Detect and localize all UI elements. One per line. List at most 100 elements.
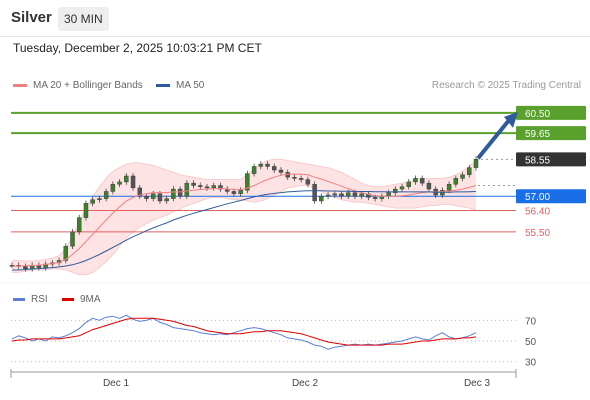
candle-body: [325, 194, 331, 197]
rsi-tick-30: 30: [525, 358, 537, 369]
instrument-title: Silver: [11, 9, 52, 26]
legend-label: RSI: [31, 294, 48, 305]
candle-body: [386, 192, 391, 197]
rsi-ma9-line: [11, 317, 477, 346]
legend-item-9ma: 9MA: [62, 294, 101, 305]
level-label-59.65: 59.65: [525, 129, 550, 140]
candle-body: [117, 181, 122, 185]
candle-body: [251, 166, 257, 174]
candle-body: [258, 163, 264, 167]
legend-swatch: [13, 297, 25, 301]
candle-body: [130, 175, 136, 189]
candle-body: [150, 193, 156, 199]
candle-body: [393, 188, 398, 193]
candle-body: [359, 193, 364, 197]
candle-body: [312, 184, 317, 202]
candle-body: [171, 188, 176, 199]
candle-body: [204, 186, 210, 189]
candle-body: [218, 185, 223, 190]
level-label-56.40: 56.40: [525, 206, 550, 217]
candle-body: [231, 191, 237, 195]
candle-body: [426, 182, 432, 190]
legend-label: MA 20 + Bollinger Bands: [33, 80, 143, 91]
level-label-55.50: 55.50: [525, 228, 550, 239]
candle-body: [460, 174, 465, 179]
candle-body: [346, 192, 351, 197]
candle-body: [399, 186, 405, 190]
candle-body: [419, 178, 425, 184]
candle-body: [23, 266, 28, 270]
candle-body: [372, 197, 378, 199]
candle-body: [103, 191, 109, 199]
candle-body: [272, 166, 277, 171]
legend-label: MA 50: [176, 80, 205, 91]
candle-body: [157, 193, 163, 202]
candle-body: [292, 176, 297, 179]
candle-body: [63, 245, 69, 261]
candle-body: [305, 179, 311, 185]
candle-body: [446, 184, 452, 191]
rsi-tick-50: 50: [525, 337, 537, 348]
level-label-58.55: 58.55: [525, 155, 550, 166]
candle-body: [83, 203, 89, 218]
candle-body: [198, 185, 203, 187]
rsi-tick-70: 70: [525, 316, 537, 327]
candle-body: [265, 163, 270, 167]
candle-body: [124, 175, 129, 183]
candle-body: [467, 167, 472, 175]
legend-label: 9MA: [80, 294, 101, 305]
level-label-60.50: 60.50: [525, 109, 550, 120]
candle-body: [473, 159, 479, 168]
forecast-arrow: [476, 117, 512, 160]
x-tick-label: Dec 2: [292, 378, 319, 389]
candle-body: [90, 199, 95, 204]
candle-body: [184, 182, 190, 197]
header: Silver 30 MIN: [0, 0, 590, 37]
candle-body: [177, 188, 183, 197]
legend-swatch: [156, 83, 170, 87]
ma50-line: [12, 190, 477, 271]
bollinger-band-area: [12, 159, 476, 275]
timeframe-button[interactable]: 30 MIN: [58, 7, 109, 31]
candle-body: [164, 198, 169, 202]
candle-body: [137, 187, 142, 197]
candle-body: [211, 185, 216, 189]
legend-swatch: [13, 83, 27, 87]
candle-body: [406, 181, 411, 187]
forecast-arrowhead: [504, 111, 518, 128]
x-tick-label: Dec 3: [464, 378, 491, 389]
rsi-line: [11, 314, 477, 350]
candle-body: [77, 217, 82, 233]
ma20-line: [11, 173, 477, 267]
credit-text: Research © 2025 Trading Central: [431, 80, 581, 91]
bollinger-lower-line: [12, 185, 477, 276]
candle-body: [278, 169, 284, 173]
candle-body: [453, 178, 459, 185]
candle-body: [245, 173, 250, 191]
candle-body: [413, 178, 418, 183]
x-tick-label: Dec 1: [103, 378, 130, 389]
candle-body: [70, 231, 75, 247]
candle-body: [352, 192, 358, 197]
candle-body: [144, 196, 149, 199]
legend-swatch: [62, 297, 74, 301]
datetime-label: Tuesday, December 2, 2025 10:03:21 PM CE…: [13, 41, 262, 55]
candle-body: [332, 193, 338, 196]
candle-body: [319, 196, 324, 202]
candle-body: [97, 198, 102, 200]
candle-body: [298, 178, 304, 180]
level-tag-59.65: [516, 126, 586, 141]
legend-item-rsi: RSI: [13, 294, 48, 305]
level-tag-60.50: [516, 105, 586, 120]
bollinger-upper-line: [12, 158, 477, 262]
candle-body: [191, 182, 196, 186]
level-tag-57.00: [516, 189, 586, 204]
candle-body: [339, 193, 344, 197]
level-label-57.00: 57.00: [525, 192, 550, 203]
legend-item-ma20-bb: MA 20 + Bollinger Bands: [13, 80, 143, 91]
legend-item-ma50: MA 50: [156, 80, 204, 91]
level-tag-58.55: [516, 152, 586, 167]
candle-body: [110, 184, 116, 192]
candle-body: [238, 190, 243, 195]
